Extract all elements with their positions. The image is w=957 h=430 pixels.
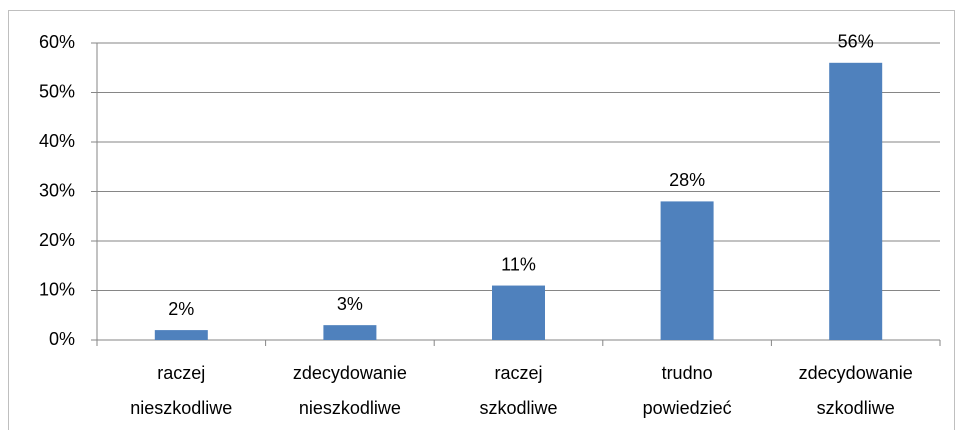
bar	[323, 325, 377, 340]
y-tick-label: 20%	[39, 230, 75, 250]
data-label: 3%	[337, 294, 363, 314]
y-tick-label: 10%	[39, 279, 75, 299]
x-tick-label-line: szkodliwe	[817, 398, 895, 418]
data-label: 56%	[838, 32, 874, 52]
x-tick-label-line: powiedzieć	[643, 398, 732, 418]
y-tick-label: 50%	[39, 81, 75, 101]
y-tick-label: 0%	[49, 329, 75, 349]
x-tick-label-line: raczej	[157, 363, 205, 383]
x-tick-label: trudno powiedzieć	[643, 363, 732, 418]
data-label: 28%	[669, 170, 705, 190]
bar	[492, 285, 545, 340]
x-tick-label: raczej nieszkodliwe	[130, 363, 232, 418]
x-tick-label-line: zdecydowanie	[293, 363, 407, 383]
x-tick-label-line: zdecydowanie	[799, 363, 913, 383]
chart-frame	[8, 10, 955, 430]
bar	[829, 62, 883, 341]
x-tick-label: zdecydowanie nieszkodliwe	[293, 363, 407, 418]
y-tick-label: 30%	[39, 180, 75, 200]
data-label: 2%	[168, 299, 194, 319]
x-tick-label: zdecydowanie szkodliwe	[799, 363, 913, 418]
bar	[660, 201, 714, 340]
y-tick-label: 40%	[39, 131, 75, 151]
x-tick-label-line: raczej	[494, 363, 542, 383]
bar	[154, 330, 208, 340]
x-tick-label: raczej szkodliwe	[479, 363, 557, 418]
x-tick-label-line: nieszkodliwe	[130, 398, 232, 418]
x-tick-label-line: nieszkodliwe	[299, 398, 401, 418]
x-tick-label-line: szkodliwe	[479, 398, 557, 418]
x-tick-label-line: trudno	[662, 363, 713, 383]
data-label: 11%	[501, 254, 536, 274]
y-tick-label: 60%	[39, 32, 75, 52]
